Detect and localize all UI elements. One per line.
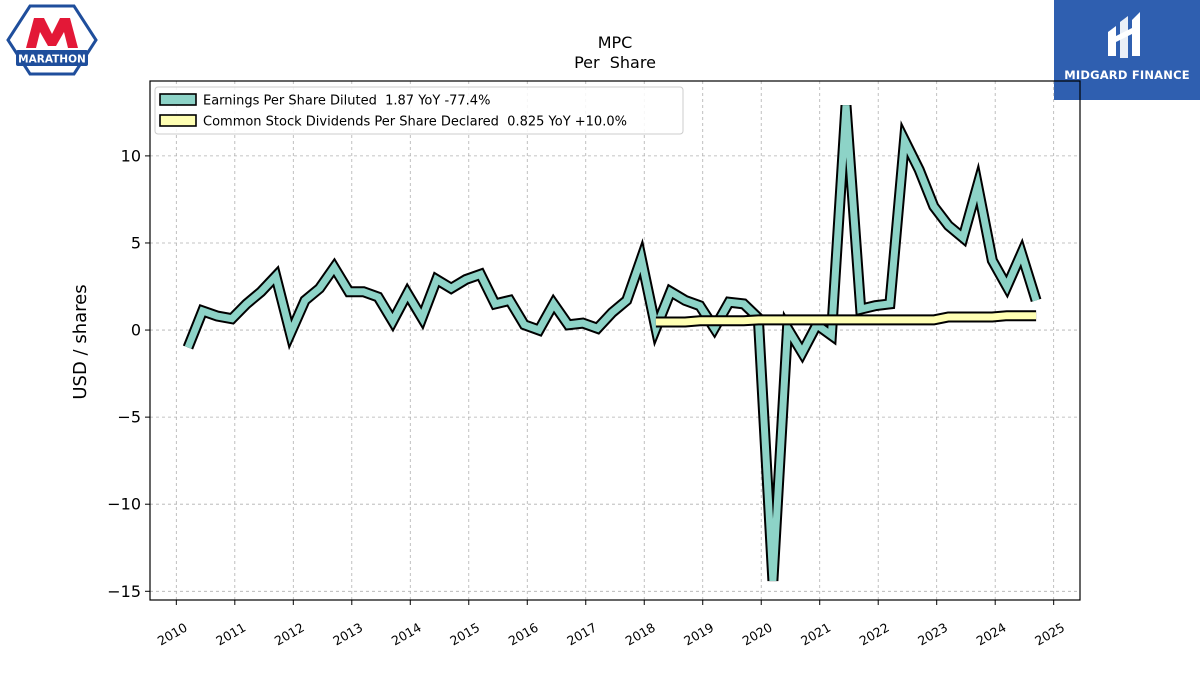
legend-swatch-eps — [159, 93, 197, 106]
marathon-logo-text: MARATHON — [18, 54, 86, 66]
legend: Earnings Per Share Diluted 1.87 YoY -77.… — [154, 86, 684, 135]
midgard-finance-logo: MIDGARD FINANCE — [1054, 0, 1200, 100]
x-tick-label: 2025 — [1032, 620, 1067, 649]
y-tick-label: 5 — [131, 233, 141, 252]
x-tick-label: 2020 — [740, 620, 775, 649]
legend-swatch-dividends — [159, 114, 197, 127]
x-tick-label: 2019 — [681, 620, 716, 649]
chart-title: MPC — [598, 33, 633, 52]
x-tick-label: 2021 — [798, 620, 833, 649]
y-tick-label: 0 — [131, 321, 141, 340]
series-lines — [182, 105, 1042, 582]
series-outline-eps — [182, 105, 1042, 582]
marathon-logo: MARATHON — [6, 4, 98, 76]
plot-frame — [149, 80, 1081, 601]
x-tick-label: 2022 — [857, 620, 892, 649]
legend-label-dividends: Common Stock Dividends Per Share Declare… — [203, 115, 627, 130]
x-tick-label: 2024 — [974, 620, 1009, 649]
x-tick-label: 2023 — [915, 620, 950, 649]
y-tick-label: −15 — [107, 582, 141, 601]
y-tick-label: −10 — [107, 495, 141, 514]
legend-label-eps: Earnings Per Share Diluted 1.87 YoY -77.… — [203, 94, 490, 109]
chart-subtitle: Per Share — [574, 53, 656, 72]
axis-ticks: 2010 2011 2012 2013 2014 2015 2016 2017 2018 2019… — [107, 146, 1067, 648]
x-tick-label: 2013 — [330, 620, 365, 649]
grid-lines — [150, 81, 1080, 600]
x-tick-label: 2017 — [564, 620, 599, 649]
x-tick-label: 2014 — [389, 620, 424, 649]
x-tick-label: 2011 — [213, 620, 248, 649]
series-line-eps — [184, 105, 1040, 582]
y-tick-label: −5 — [117, 408, 141, 427]
y-axis-label: USD / shares — [70, 284, 91, 399]
x-tick-label: 2016 — [506, 620, 541, 649]
midgard-mark-icon — [1108, 12, 1140, 58]
x-tick-label: 2010 — [155, 620, 190, 649]
x-tick-label: 2018 — [623, 620, 658, 649]
legend-box — [154, 86, 684, 135]
x-tick-label: 2015 — [447, 620, 482, 649]
x-tick-label: 2012 — [272, 620, 307, 649]
y-tick-label: 10 — [121, 146, 141, 165]
series-line-dividends — [655, 312, 1037, 326]
midgard-finance-logo-text: MIDGARD FINANCE — [1064, 68, 1190, 82]
